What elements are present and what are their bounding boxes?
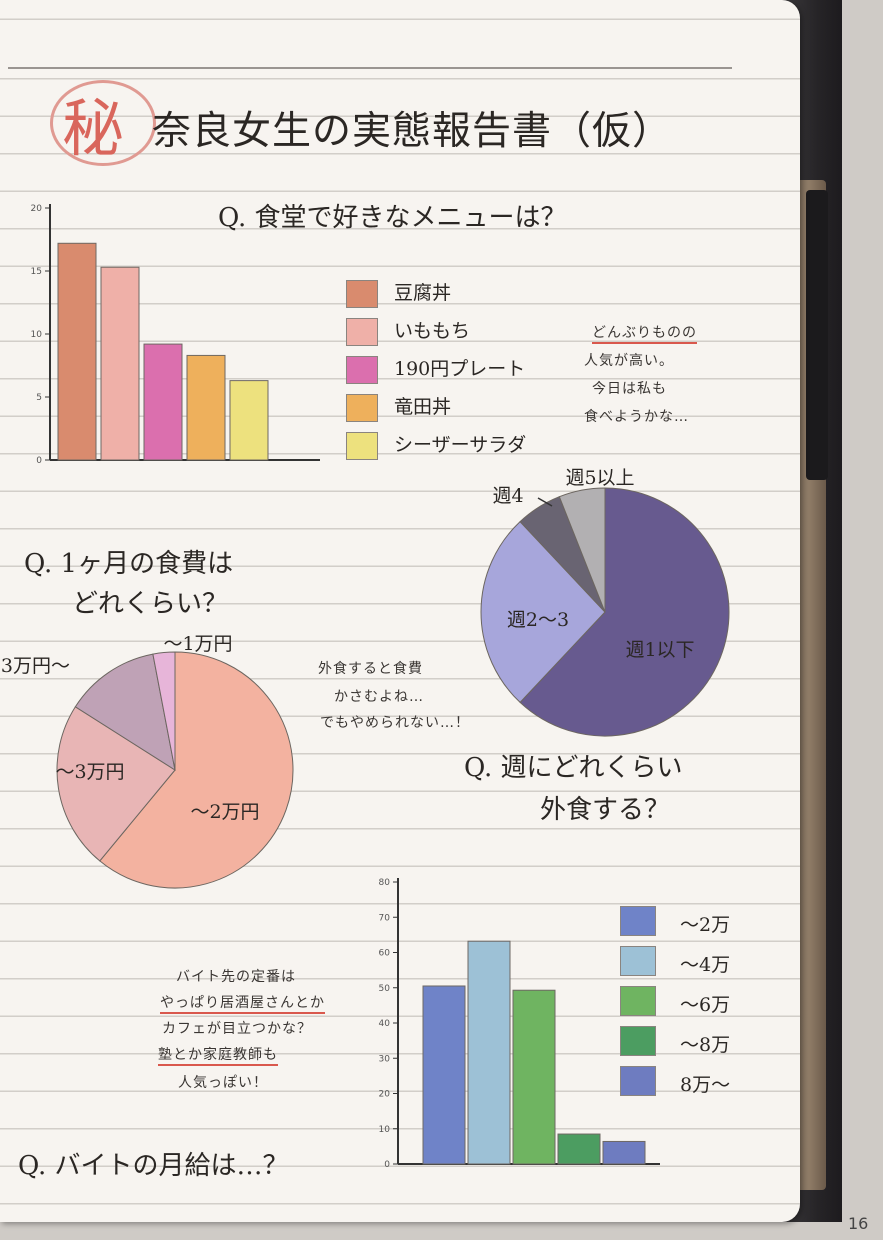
eat-out-pie-chart: 週1以下 週2～3 週4 週5以上 <box>480 467 730 737</box>
legend-swatch <box>620 1026 656 1056</box>
legend-label: シーザーサラダ <box>394 434 527 456</box>
y-tick-label: 10 <box>31 330 43 340</box>
slice-label: 週1以下 <box>625 639 694 661</box>
y-tick-label: 30 <box>379 1054 391 1064</box>
bar <box>57 242 97 461</box>
legend-swatch <box>620 946 656 976</box>
y-tick-label: 80 <box>379 878 391 888</box>
y-tick-label: 40 <box>379 1019 391 1029</box>
menu-note-line: 今日は私も <box>592 381 667 397</box>
food-note-line: でもやめられない…！ <box>320 715 470 731</box>
legend-label: ～8万 <box>680 1034 731 1056</box>
job-note-line: バイト先の定番は <box>176 969 296 985</box>
job-note-line: やっぱり居酒屋さんとか <box>160 992 325 1014</box>
legend-swatch <box>346 432 378 460</box>
pie-slice <box>74 653 176 772</box>
chart2-title-line1: Q. 1ヶ月の食費は <box>24 549 234 579</box>
legend-label: 竜田丼 <box>394 396 452 418</box>
job-note-line: 人気っぽい！ <box>178 1075 268 1091</box>
menu-bar-chart: 0 5 10 15 20 <box>31 204 320 466</box>
chart3-title-line2: 外食する？ <box>540 795 671 825</box>
y-tick-label: 5 <box>36 393 42 403</box>
legend-label: 8万～ <box>680 1074 731 1096</box>
slice-label: 週5以上 <box>565 467 634 489</box>
secret-stamp-char: 秘 <box>62 92 125 165</box>
pie-slice <box>519 487 730 737</box>
slice-label: 週2～3 <box>507 609 569 631</box>
job-note-line: カフェが目立つかな？ <box>162 1021 312 1037</box>
food-cost-pie-chart: ～2万円 ～3万円 3万円～ ～1万円 <box>1 633 294 889</box>
food-note-line: 外食すると食費 <box>318 661 423 677</box>
legend-swatch <box>346 394 378 422</box>
pie-slice <box>558 487 606 613</box>
y-tick-label: 70 <box>379 913 391 923</box>
job-pay-bar-chart: 0 10 20 30 40 50 60 70 80 <box>379 878 660 1170</box>
menu-note-line: 人気が高い。 <box>584 353 674 369</box>
legend-swatch <box>346 318 378 346</box>
legend-label: 豆腐丼 <box>394 282 452 304</box>
notebook-pen-loop <box>806 190 828 480</box>
bar <box>229 380 269 461</box>
y-tick-label: 50 <box>379 984 391 994</box>
chart1-title: Q. 食堂で好きなメニューは？ <box>218 203 567 233</box>
legend-swatch <box>346 280 378 308</box>
pie-slice <box>99 651 294 889</box>
secret-stamp <box>50 80 156 166</box>
notebook-page: 秘 奈良女生の実態報告書（仮） Q. 食堂で好きなメニューは？ 0 5 10 15 20… <box>0 0 800 1222</box>
label-leader <box>537 497 553 507</box>
pie-slice <box>480 520 606 704</box>
slice-label: ～3万円 <box>55 761 124 783</box>
legend-label: ～6万 <box>680 994 731 1016</box>
pie-slice <box>56 706 176 862</box>
bar <box>557 1133 601 1165</box>
legend-label: ～4万 <box>680 954 731 976</box>
chart4-title: Q. バイトの月給は…？ <box>18 1151 289 1181</box>
legend-label: ～2万 <box>680 914 731 936</box>
pie-slice <box>152 651 176 771</box>
food-note-line: かさむよね… <box>334 689 424 705</box>
legend-swatch <box>620 1066 656 1096</box>
menu-note-line: 食べようかな… <box>584 409 689 425</box>
y-tick-label: 10 <box>379 1125 391 1135</box>
slice-label: 3万円～ <box>1 655 70 677</box>
legend-label: いももち <box>394 320 471 342</box>
chart3-title-line1: Q. 週にどれくらい <box>464 753 683 783</box>
legend-swatch <box>620 906 656 936</box>
bar <box>186 354 226 461</box>
legend-swatch <box>346 356 378 384</box>
slice-label: ～2万円 <box>190 801 259 823</box>
slice-label: ～1万円 <box>163 633 232 655</box>
y-tick-label: 0 <box>384 1160 390 1170</box>
y-tick-label: 15 <box>31 267 42 277</box>
y-tick-label: 20 <box>31 204 43 214</box>
legend-swatch <box>620 986 656 1016</box>
bar <box>422 985 466 1165</box>
y-tick-label: 20 <box>379 1090 391 1100</box>
bar <box>143 343 183 461</box>
y-tick-label: 60 <box>379 949 391 959</box>
job-note-line: 塾とか家庭教師も <box>158 1044 278 1066</box>
page-number: 16 <box>848 1214 869 1233</box>
bar <box>100 266 140 461</box>
menu-note-line: どんぶりものの <box>592 322 697 344</box>
legend-label: 190円プレート <box>394 358 526 380</box>
chart2-title-line2: どれくらい？ <box>72 589 229 619</box>
page-title: 奈良女生の実態報告書（仮） <box>152 109 673 154</box>
bar <box>512 989 556 1165</box>
y-tick-label: 0 <box>36 456 42 466</box>
bar <box>602 1140 646 1165</box>
bar <box>467 940 511 1165</box>
slice-label: 週4 <box>492 485 523 507</box>
header-rule <box>8 67 732 69</box>
